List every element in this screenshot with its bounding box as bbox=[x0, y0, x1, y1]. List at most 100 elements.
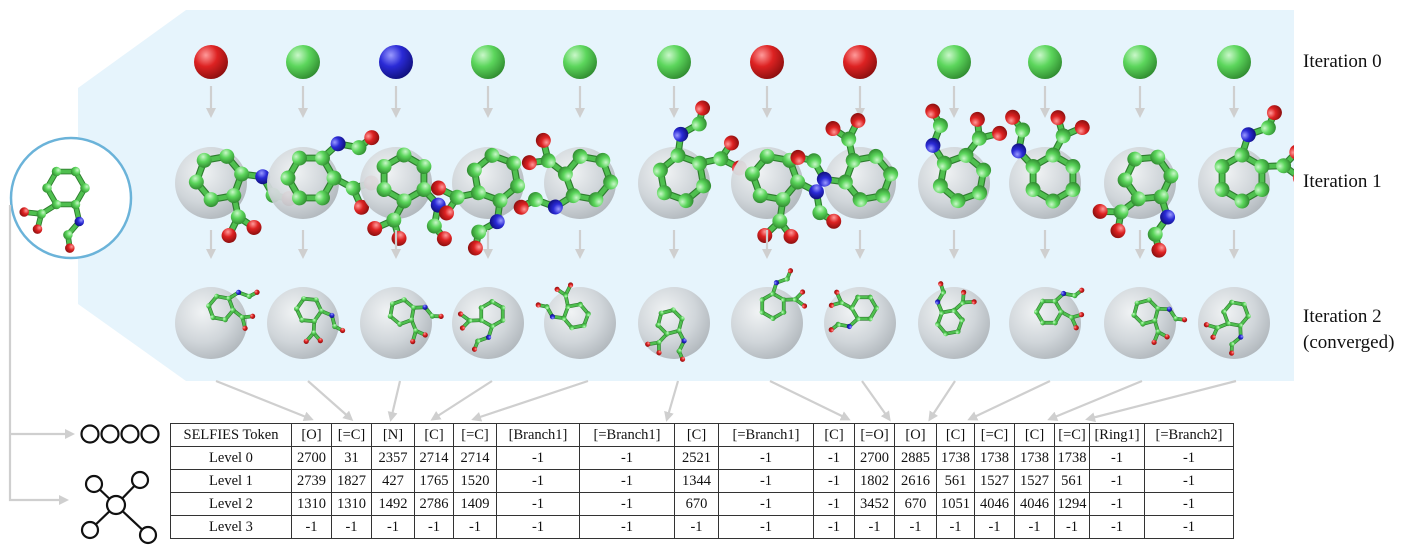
code-cell: -1 bbox=[718, 492, 814, 516]
token-cell: [=Branch1] bbox=[579, 423, 675, 447]
receptive-field-sphere bbox=[638, 287, 710, 359]
token-cell: [C] bbox=[414, 423, 454, 447]
receptive-field-sphere bbox=[918, 147, 990, 219]
carbon-atom bbox=[565, 303, 571, 310]
code-cell: -1 bbox=[974, 515, 1015, 539]
oxygen-atom bbox=[242, 325, 248, 331]
carbon-atom bbox=[1276, 158, 1292, 174]
code-cell: -1 bbox=[1144, 469, 1234, 493]
carbon-atom bbox=[315, 190, 330, 206]
carbon-atom bbox=[188, 174, 204, 190]
token-node bbox=[80, 424, 100, 444]
token-mapping-arrow bbox=[928, 380, 956, 422]
graph-node bbox=[138, 525, 158, 545]
oxygen-atom bbox=[850, 113, 866, 128]
token-mapping-arrow bbox=[1085, 379, 1237, 423]
carbon-atom bbox=[311, 318, 317, 324]
table-row: Level 1 2739 1827 427 1765 1520 -1 -1 1344 -1 -1 18… bbox=[170, 469, 1234, 493]
token-cell: [C] bbox=[1014, 423, 1055, 447]
oxygen-atom bbox=[471, 346, 478, 352]
carbon-atom bbox=[656, 339, 662, 346]
oxygen-atom bbox=[410, 338, 416, 345]
token-mapping-arrow bbox=[387, 380, 402, 422]
carbon-atom bbox=[500, 317, 506, 323]
token-cell: [=C] bbox=[331, 423, 372, 447]
carbon-atom bbox=[246, 293, 252, 299]
code-cell: -1 bbox=[813, 492, 855, 516]
carbon-atom bbox=[958, 147, 974, 163]
carbon-atom bbox=[572, 148, 588, 164]
code-cell: -1 bbox=[718, 446, 814, 470]
code-cell: -1 bbox=[936, 515, 975, 539]
oxygen-atom bbox=[1005, 109, 1021, 125]
graph-node bbox=[105, 494, 127, 516]
carbon-atom bbox=[1146, 297, 1152, 303]
carbon-atom bbox=[70, 199, 81, 210]
carbon-atom bbox=[489, 298, 495, 305]
carbon-atom bbox=[932, 178, 948, 194]
carbon-atom bbox=[226, 188, 242, 204]
carbon-atom bbox=[36, 209, 47, 219]
code-cell: 2885 bbox=[894, 446, 937, 470]
nitrogen-atom bbox=[673, 126, 689, 142]
code-cell: -1 bbox=[894, 515, 937, 539]
carbon-atom bbox=[950, 193, 966, 209]
carbon-atom bbox=[744, 166, 760, 182]
local-fragment bbox=[1214, 105, 1294, 209]
nitrogen-atom bbox=[1238, 334, 1244, 340]
carbon-atom bbox=[326, 170, 342, 186]
nitrogen-atom bbox=[489, 214, 505, 230]
carbon-atom bbox=[1045, 193, 1061, 209]
carbon-atom bbox=[1214, 325, 1220, 331]
oxygen-atom bbox=[367, 221, 383, 236]
molecule-icon bbox=[19, 166, 90, 253]
code-cell: 1409 bbox=[453, 492, 497, 516]
oxygen-atom bbox=[431, 180, 446, 196]
carbon-atom bbox=[835, 321, 841, 327]
iteration-0-atom bbox=[843, 45, 877, 79]
carbon-atom bbox=[1052, 320, 1058, 326]
oxygen-atom bbox=[695, 100, 711, 116]
code-cell: -1 bbox=[496, 492, 580, 516]
code-cell: -1 bbox=[579, 446, 675, 470]
oxygen-atom bbox=[354, 199, 369, 215]
code-cell: 1738 bbox=[936, 446, 975, 470]
carbon-atom bbox=[951, 307, 957, 313]
carbon-atom bbox=[1040, 320, 1046, 326]
code-cell: -1 bbox=[1054, 515, 1090, 539]
oxygen-atom bbox=[513, 199, 529, 215]
token-mapping-arrow bbox=[430, 380, 493, 421]
code-cell: -1 bbox=[496, 515, 580, 539]
level-label: Level 2 bbox=[170, 492, 292, 516]
graph-node bbox=[130, 470, 150, 490]
code-cell: -1 bbox=[1089, 469, 1145, 493]
token-node bbox=[120, 424, 140, 444]
token-mapping-arrow bbox=[215, 379, 314, 422]
iteration-0-atom bbox=[563, 45, 597, 79]
carbon-atom bbox=[792, 296, 799, 302]
token-cell: [Branch1] bbox=[496, 423, 580, 447]
converged-label: (converged) bbox=[1303, 332, 1395, 353]
code-cell: 1051 bbox=[936, 492, 975, 516]
carbon-atom bbox=[544, 304, 550, 310]
carbon-atom bbox=[280, 170, 296, 186]
nitrogen-atom bbox=[422, 304, 428, 310]
table-row: Level 3 -1 -1 -1 -1 -1 -1 -1 -1 -1 -1 -1 -1 -1 -1 -1 -1-… bbox=[170, 515, 1234, 539]
code-cell: -1 bbox=[1144, 515, 1234, 539]
carbon-atom bbox=[855, 294, 861, 300]
carbon-atom bbox=[852, 192, 868, 208]
iteration-0-atom bbox=[1217, 45, 1251, 79]
carbon-atom bbox=[1058, 309, 1065, 315]
carbon-atom bbox=[655, 322, 661, 328]
carbon-atom bbox=[470, 185, 486, 201]
carbon-atom bbox=[239, 314, 246, 320]
oxygen-atom bbox=[535, 302, 541, 308]
iteration-0-atom bbox=[1028, 45, 1062, 79]
carbon-atom bbox=[63, 230, 73, 240]
carbon-atom bbox=[292, 150, 307, 166]
code-cell: -1 bbox=[1014, 515, 1055, 539]
oxygen-atom bbox=[457, 311, 464, 317]
carbon-atom bbox=[196, 152, 212, 168]
iteration-0-atom bbox=[750, 45, 784, 79]
